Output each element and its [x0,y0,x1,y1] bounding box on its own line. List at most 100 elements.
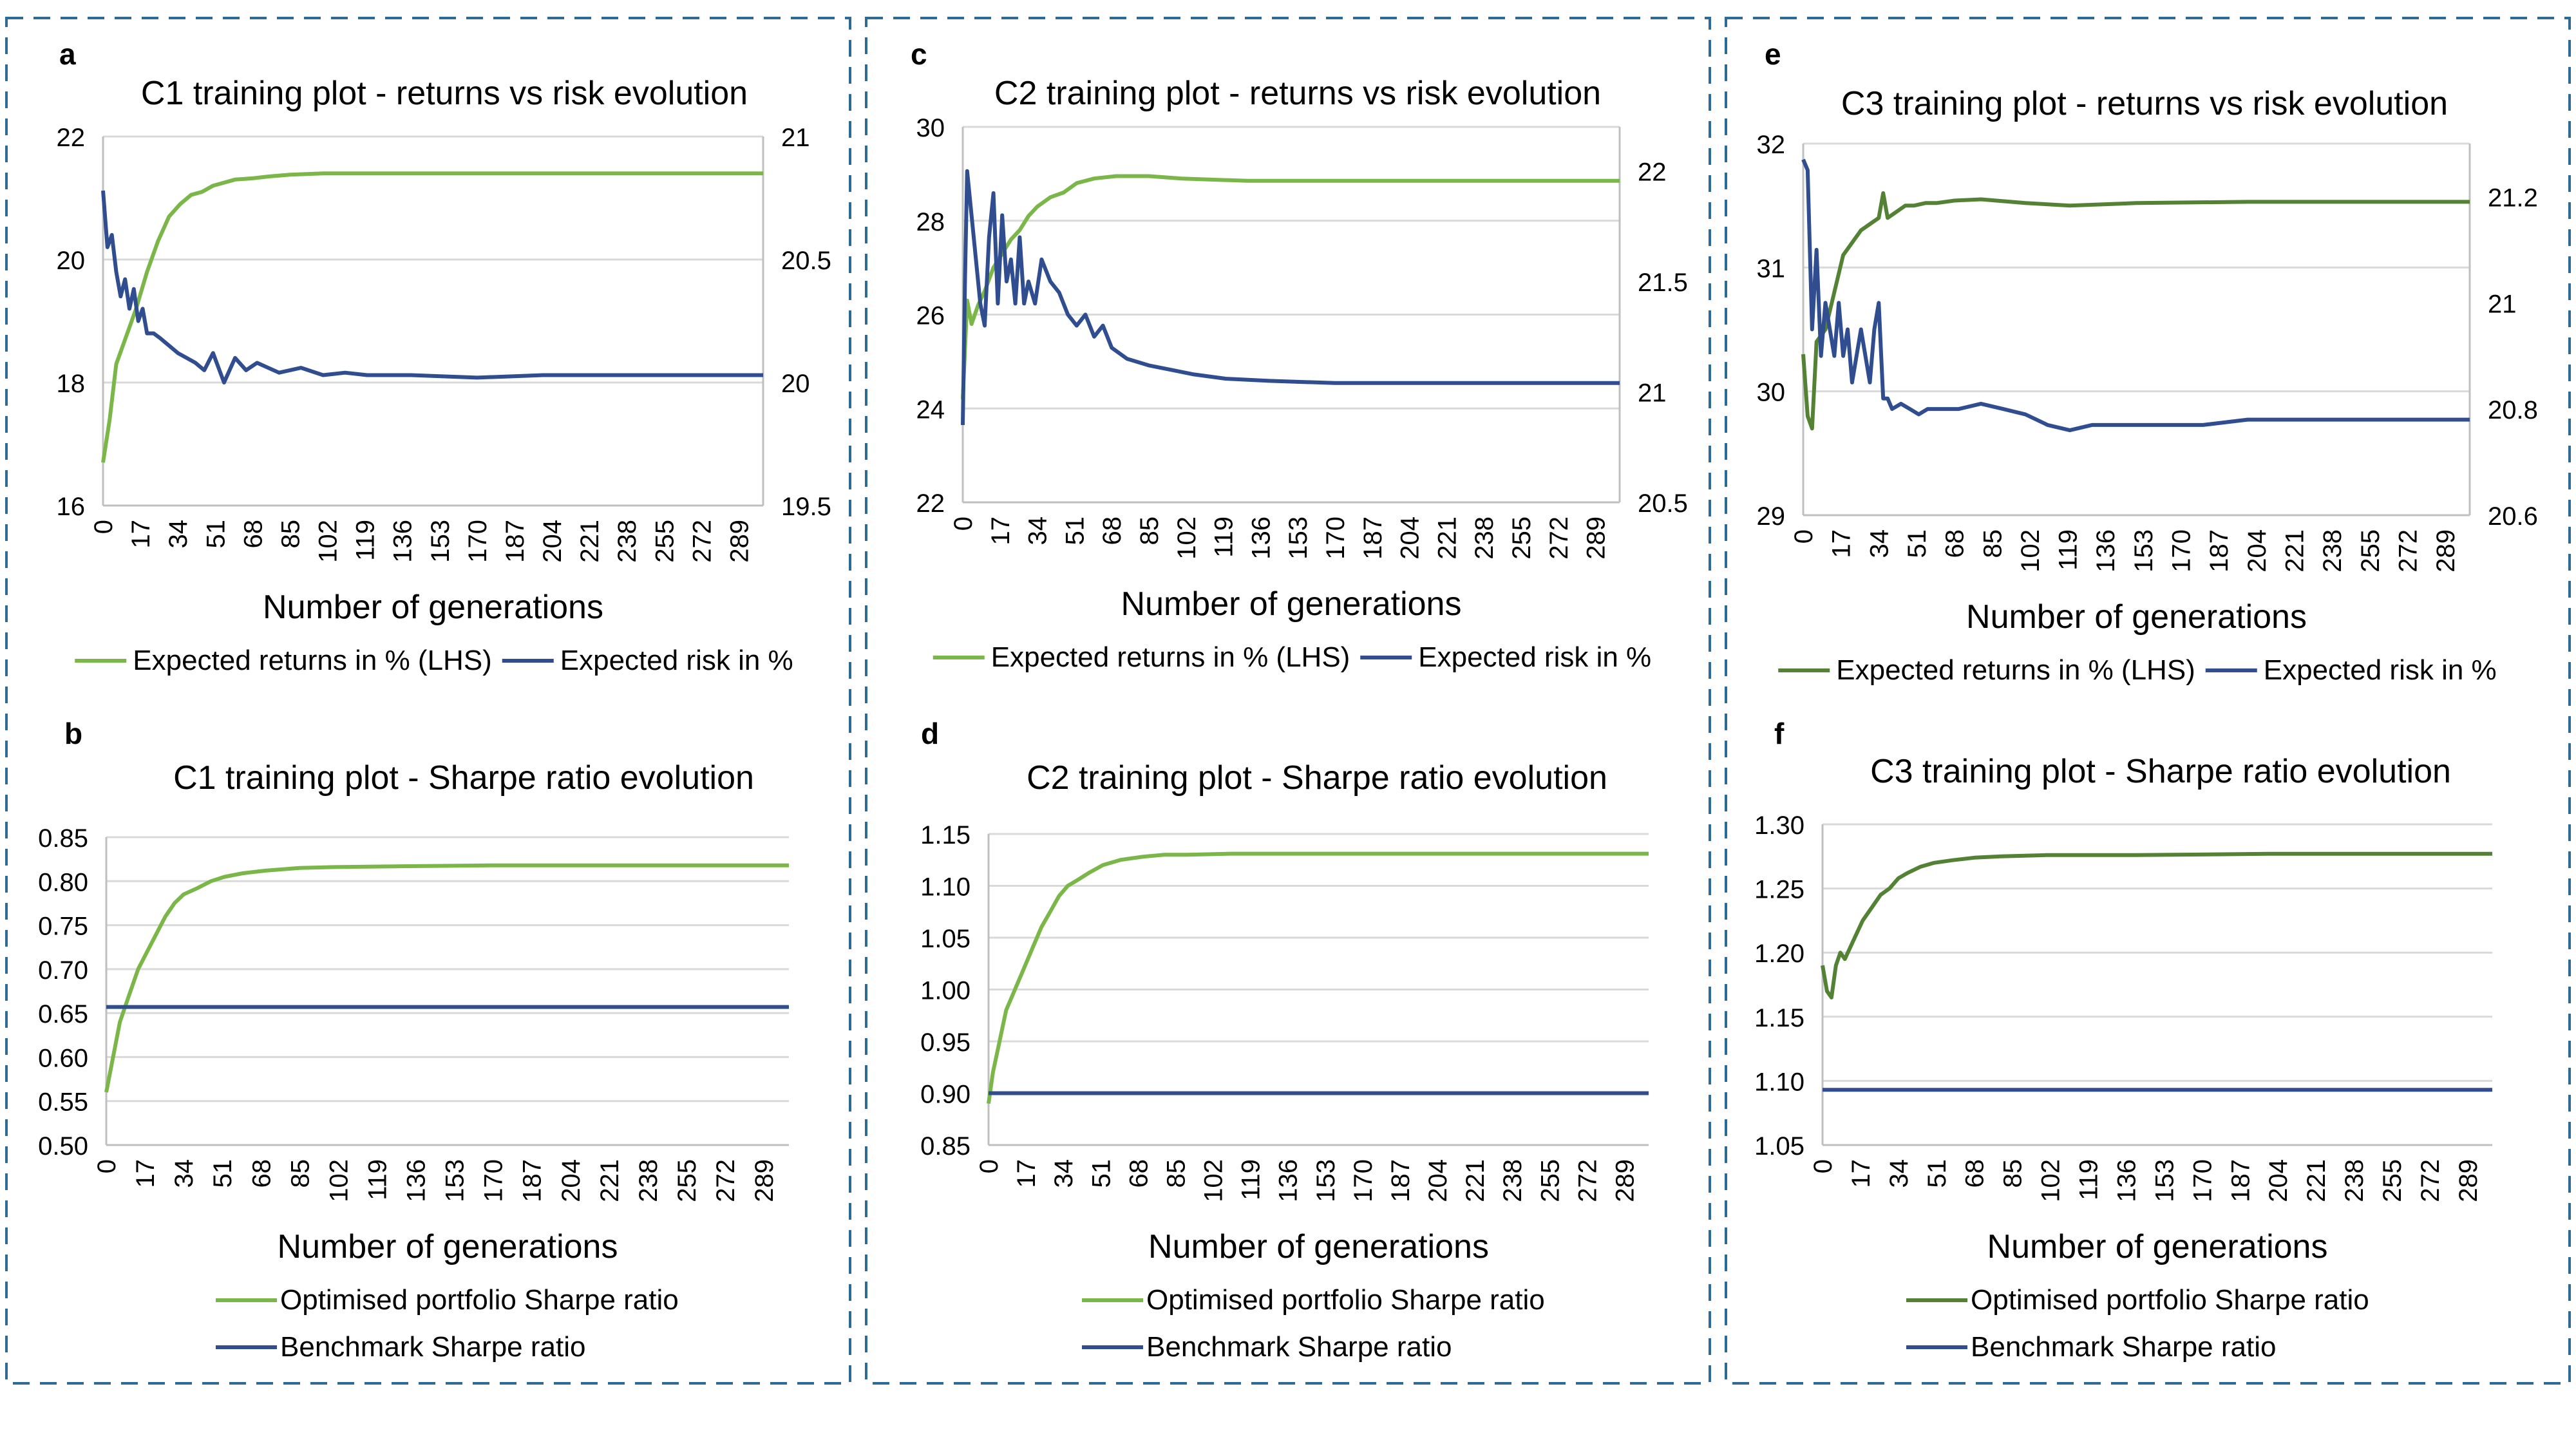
x-tick-label: 255 [1508,516,1536,560]
x-tick-label: 0 [1809,1159,1837,1173]
y-tick-label: 1.05 [1754,1132,1804,1160]
y-tick-label: 29 [1757,502,1786,531]
y-tick-label: 20 [57,247,86,275]
x-tick-label: 68 [1941,529,1969,558]
x-tick-label: 289 [750,1159,779,1202]
y-tick-label: 26 [916,302,945,330]
y-tick-label: 1.25 [1754,876,1804,904]
y-tick-label: 30 [1757,379,1786,407]
x-tick-label: 0 [1790,529,1818,544]
legend-label: Expected returns in % (LHS) [991,641,1350,673]
x-tick-label: 238 [1470,516,1499,560]
x-tick-label: 102 [325,1159,353,1202]
x-tick-label: 204 [1424,1159,1452,1202]
legend: Optimised portfolio Sharpe ratio Benchmar… [1906,1284,2369,1363]
series-line-2 [101,190,763,384]
panel-a: a C1 training plot - returns vs risk evol… [57,37,831,676]
x-tick-label: 204 [557,1159,585,1202]
x-tick-label: 119 [352,520,380,561]
x-tick-label: 34 [1885,1159,1913,1188]
x-tick-label: 238 [613,520,641,563]
x-tick-label: 85 [286,1159,314,1188]
series-line-2 [961,169,1620,426]
x-tick-label: 204 [538,520,567,563]
legend-label: Expected risk in % [2264,654,2497,686]
y-tick-label: 22 [916,489,945,518]
y2-tick-label: 20.5 [1638,489,1688,518]
x-tick-label: 51 [1087,1159,1115,1188]
x-tick-label: 119 [2075,1159,2103,1200]
y-tick-label: 0.75 [38,913,88,941]
x-tick-label: 119 [1237,1159,1265,1200]
x-tick-label: 204 [2264,1159,2293,1202]
y-tick-label: 1.10 [920,873,971,902]
x-tick-label: 272 [1545,516,1573,560]
x-tick-label: 238 [634,1159,663,1202]
chart-title: C2 training plot - returns vs risk evolu… [994,75,1601,112]
x-tick-label: 187 [501,520,529,563]
x-tick-label: 204 [2243,529,2271,573]
x-tick-label: 85 [1978,529,2007,558]
x-tick-label: 289 [725,520,753,563]
x-tick-label: 289 [1611,1159,1639,1202]
panel-frame [1725,17,2571,1385]
y2-tick-label: 20.8 [2488,396,2538,424]
panel-letter: d [921,717,939,750]
x-tick-label: 153 [1312,1159,1340,1202]
y-tick-label: 0.70 [38,956,88,985]
chart-title: C3 training plot - Sharpe ratio evolutio… [1870,753,2451,790]
x-tick-label: 272 [2416,1159,2445,1202]
y-tick-label: 0.50 [38,1132,88,1160]
series-line-1 [987,851,1649,1104]
panel-letter: e [1765,37,1781,71]
x-tick-label: 136 [1247,516,1275,560]
x-tick-label: 204 [1396,516,1425,560]
x-tick-label: 17 [987,516,1015,545]
x-tick-label: 255 [650,520,679,563]
x-tick-label: 0 [93,1159,121,1173]
legend: Optimised portfolio Sharpe ratio Benchmar… [216,1284,679,1363]
y-tick-label: 0.90 [920,1081,971,1109]
x-tick-label: 68 [247,1159,276,1188]
x-tick-label: 255 [1536,1159,1564,1202]
x-tick-label: 272 [2394,529,2422,573]
panel-letter: b [64,717,82,750]
x-tick-label: 153 [2130,529,2158,573]
panel-letter: a [59,37,76,71]
legend: Expected returns in % (LHS) Expected risk… [1778,654,2497,686]
x-tick-label: 272 [688,520,716,563]
panel-d: d C2 training plot - Sharpe ratio evoluti… [920,717,1649,1363]
series-line-1 [101,171,763,463]
x-tick-label: 255 [2356,529,2385,573]
y-tick-label: 0.65 [38,1000,88,1028]
y-tick-label: 18 [57,370,86,398]
x-tick-label: 102 [314,520,343,563]
x-tick-label: 187 [1387,1159,1415,1202]
x-tick-label: 187 [518,1159,547,1202]
y-tick-label: 24 [916,395,945,424]
legend-label: Expected risk in % [1418,641,1651,673]
y2-tick-label: 21 [1638,379,1667,408]
legend: Expected returns in % (LHS) Expected risk… [75,645,793,676]
x-tick-label: 170 [480,1159,508,1202]
y-tick-label: 1.30 [1754,811,1804,840]
y-tick-label: 28 [916,208,945,236]
x-tick-label: 51 [1061,516,1089,545]
x-tick-label: 221 [596,1159,624,1202]
x-tick-label: 68 [1961,1159,1989,1188]
x-tick-label: 153 [441,1159,469,1202]
x-axis-label: Number of generations [1987,1228,2328,1265]
chart-title: C3 training plot - returns vs risk evolu… [1841,85,2448,122]
x-tick-label: 221 [2302,1159,2331,1202]
chart-title: C1 training plot - returns vs risk evolu… [141,75,748,112]
chart-title: C2 training plot - Sharpe ratio evolutio… [1027,759,1607,797]
x-tick-label: 17 [1012,1159,1041,1188]
x-tick-label: 51 [209,1159,237,1188]
x-tick-label: 136 [402,1159,431,1202]
x-tick-label: 34 [164,520,193,549]
x-tick-label: 34 [1865,529,1893,558]
y-tick-label: 0.85 [920,1132,971,1160]
x-tick-label: 51 [202,520,230,549]
legend-label: Optimised portfolio Sharpe ratio [280,1284,679,1316]
